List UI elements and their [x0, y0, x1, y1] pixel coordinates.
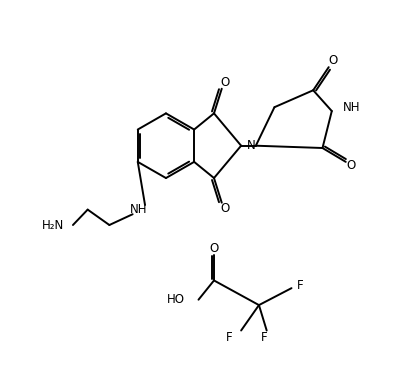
Text: O: O — [209, 242, 218, 255]
Text: F: F — [296, 279, 303, 292]
Text: O: O — [346, 159, 355, 172]
Text: N: N — [246, 139, 255, 152]
Text: HO: HO — [166, 293, 184, 306]
Text: NH: NH — [342, 101, 359, 114]
Text: O: O — [220, 202, 229, 215]
Text: H₂N: H₂N — [41, 218, 63, 231]
Text: O: O — [220, 76, 229, 89]
Text: F: F — [226, 331, 232, 344]
Text: O: O — [327, 54, 336, 68]
Text: F: F — [261, 331, 267, 344]
Text: NH: NH — [130, 203, 147, 216]
